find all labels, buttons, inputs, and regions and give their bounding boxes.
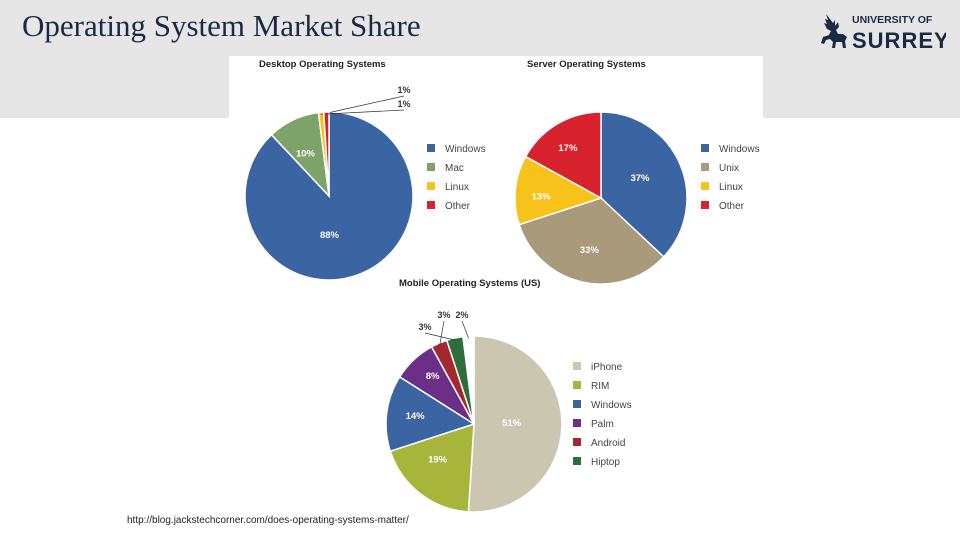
server-legend-swatch-windows <box>701 144 709 152</box>
mobile-slice-other <box>462 335 475 425</box>
desktop-slice-windows <box>244 111 414 281</box>
server-legend-swatch-unix <box>701 163 709 171</box>
server-label-unix: 33% <box>580 245 600 256</box>
server-slice-windows <box>600 111 688 258</box>
mobile-leader-android <box>439 320 445 346</box>
mobile-legend-swatch-windows <box>573 400 581 408</box>
desktop-legend-swatch-mac <box>427 163 435 171</box>
mobile-slice-windows <box>385 375 476 453</box>
desktop-legend-windows: Windows <box>445 144 486 155</box>
mobile-label-android: 3% <box>437 310 450 320</box>
university-logo: UNIVERSITY OF SURREY <box>821 14 946 53</box>
mobile-label-other: 2% <box>455 310 468 320</box>
mobile-label-rim: 19% <box>428 455 448 466</box>
mobile-legend-hiptop: Hiptop <box>591 457 620 468</box>
server-chart-title: Server Operating Systems <box>527 59 646 70</box>
desktop-legend-swatch-linux <box>427 182 435 190</box>
mobile-label-hiptop: 3% <box>418 322 431 332</box>
mobile-legend-windows: Windows <box>591 400 632 411</box>
mobile-leader-other <box>461 320 469 339</box>
desktop-leader-linux <box>321 95 405 115</box>
os-market-share-figure: Desktop Operating Systems 88% 10% 1% 1% Windo… <box>229 56 763 516</box>
mobile-legend-android: Android <box>591 438 625 449</box>
source-url: http://blog.jackstechcorner.com/does-ope… <box>127 515 409 526</box>
mobile-legend-swatch-palm <box>573 419 581 427</box>
desktop-leader-other <box>326 109 405 115</box>
desktop-legend-swatch-other <box>427 201 435 209</box>
mobile-legend-iphone: iPhone <box>591 362 623 373</box>
mobile-legend-swatch-android <box>573 438 581 446</box>
stag-icon <box>821 14 847 48</box>
mobile-legend-palm: Palm <box>591 419 614 430</box>
desktop-label-windows: 88% <box>320 230 340 241</box>
mobile-slice-iphone <box>467 335 563 513</box>
mobile-leader-hiptop <box>424 332 456 341</box>
server-slice-linux <box>514 155 603 226</box>
mobile-os-pie-chart: Mobile Operating Systems (US) 51% 19% 14% 8%… <box>385 278 632 513</box>
server-legend-other: Other <box>719 201 745 212</box>
server-legend-swatch-linux <box>701 182 709 190</box>
logo-line1: UNIVERSITY OF <box>852 14 933 26</box>
logo-line2: SURREY <box>852 28 946 53</box>
desktop-chart-title: Desktop Operating Systems <box>259 59 386 70</box>
server-label-windows: 37% <box>630 173 650 184</box>
desktop-legend-linux: Linux <box>445 182 469 193</box>
mobile-legend-swatch-rim <box>573 381 581 389</box>
mobile-legend-rim: RIM <box>591 381 609 392</box>
server-slice-unix <box>518 197 665 285</box>
desktop-legend-mac: Mac <box>445 163 464 174</box>
mobile-slice-rim <box>389 422 475 513</box>
mobile-chart-title: Mobile Operating Systems (US) <box>399 278 540 289</box>
server-legend-unix: Unix <box>719 163 739 174</box>
mobile-legend-swatch-iphone <box>573 362 581 370</box>
desktop-label-mac: 10% <box>296 148 316 159</box>
mobile-label-windows: 14% <box>406 411 426 422</box>
server-slice-other <box>524 111 602 200</box>
desktop-legend-other: Other <box>445 201 471 212</box>
desktop-os-pie-chart: Desktop Operating Systems 88% 10% 1% 1% Windo… <box>244 59 486 281</box>
server-os-pie-chart: Server Operating Systems 37% 33% 13% 17% Wind… <box>514 59 760 285</box>
mobile-label-iphone: 51% <box>502 418 522 429</box>
server-label-linux: 13% <box>532 191 552 202</box>
server-label-other: 17% <box>558 143 578 154</box>
slide-title: Operating System Market Share <box>22 8 421 43</box>
desktop-label-linux: 1% <box>397 85 410 95</box>
mobile-label-palm: 8% <box>426 371 440 382</box>
server-legend-windows: Windows <box>719 144 760 155</box>
mobile-legend-swatch-hiptop <box>573 457 581 465</box>
server-legend-linux: Linux <box>719 182 743 193</box>
server-legend-swatch-other <box>701 201 709 209</box>
desktop-legend-swatch-windows <box>427 144 435 152</box>
desktop-label-other: 1% <box>397 99 410 109</box>
desktop-slice-other <box>322 111 330 197</box>
